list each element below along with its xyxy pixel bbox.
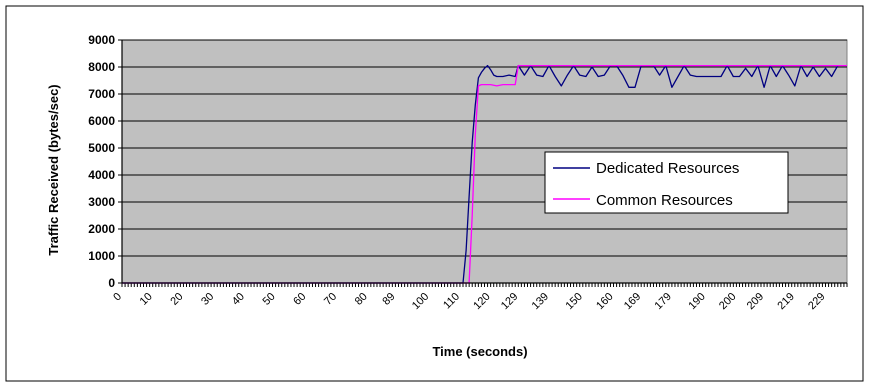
y-tick-label: 3000 (88, 195, 115, 209)
y-tick-label: 4000 (88, 168, 115, 182)
axes (121, 40, 847, 284)
x-axis-label: Time (seconds) (432, 344, 527, 359)
y-tick-label: 2000 (88, 222, 115, 236)
legend: Dedicated Resources Common Resources (544, 151, 789, 214)
y-tick-label: 9000 (88, 33, 115, 47)
series-lines (122, 64, 847, 284)
y-tick-label: 1000 (88, 249, 115, 263)
series-line-common (122, 64, 847, 284)
y-axis-ticks: 0 1000 2000 3000 4000 5000 6000 7000 8000 9000 (88, 33, 122, 290)
legend-box (544, 151, 789, 214)
y-tick-label: 6000 (88, 114, 115, 128)
y-tick-label: 5000 (88, 141, 115, 155)
legend-label-common: Common Resources (596, 192, 733, 209)
y-tick-label: 8000 (88, 60, 115, 74)
y-axis-label: Traffic Received (bytes/sec) (46, 84, 61, 255)
series-line-dedicated (122, 64, 839, 284)
y-tick-label: 7000 (88, 87, 115, 101)
legend-label-dedicated: Dedicated Resources (596, 160, 739, 177)
y-tick-label: 0 (108, 276, 115, 290)
